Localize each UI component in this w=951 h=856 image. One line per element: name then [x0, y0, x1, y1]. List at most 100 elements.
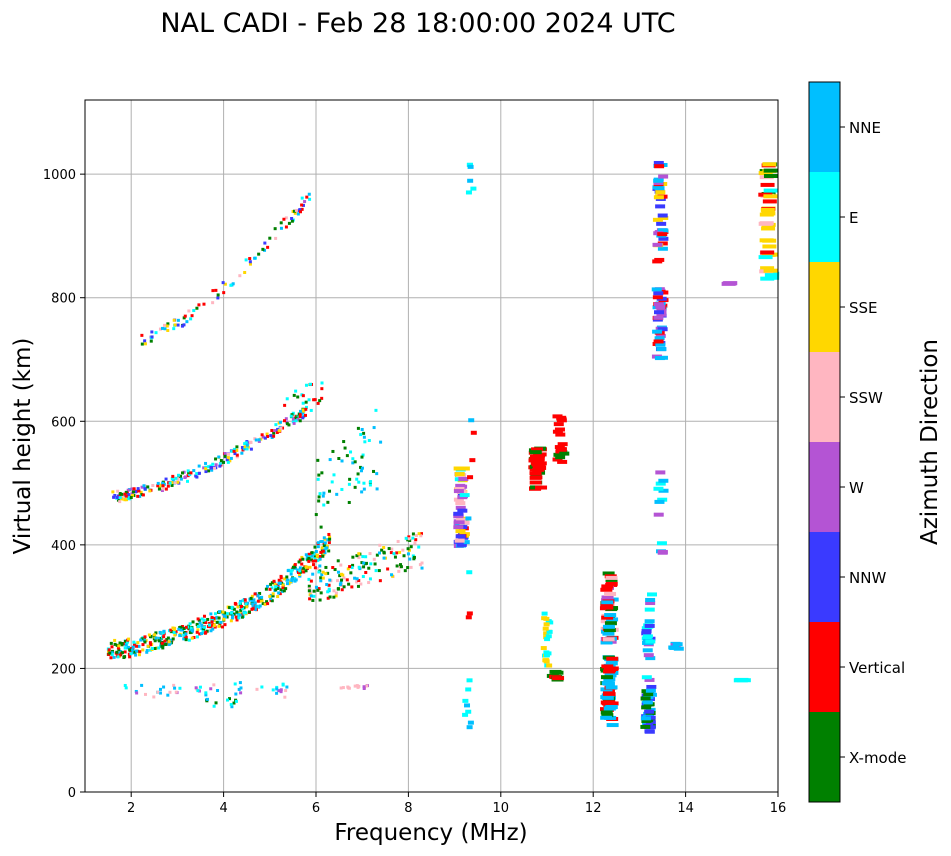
echo-mark [466, 725, 473, 730]
echo-mark [361, 453, 365, 457]
echo-mark [190, 629, 194, 633]
echo-mark [232, 701, 236, 705]
echo-mark [454, 520, 465, 525]
echo-mark [195, 472, 199, 476]
echo-mark [196, 689, 200, 693]
echo-mark [541, 611, 548, 616]
echo-mark [254, 438, 258, 442]
echo-mark [314, 513, 318, 517]
echo-mark [140, 485, 144, 489]
echo-mark [390, 547, 394, 551]
echo-mark [653, 512, 664, 517]
echo-mark [223, 451, 227, 455]
echo-mark [395, 551, 399, 555]
echo-mark [212, 704, 216, 708]
echo-mark [362, 565, 366, 569]
echo-mark [529, 450, 542, 455]
echo-mark [204, 691, 208, 695]
y-axis-label: Virtual height (km) [10, 338, 36, 555]
echo-mark [327, 532, 331, 536]
echo-mark [296, 395, 300, 399]
echo-mark [163, 639, 167, 643]
echo-mark [543, 622, 550, 627]
echo-mark [137, 644, 141, 648]
echo-mark [763, 188, 778, 193]
echo-mark [301, 203, 305, 207]
echo-mark [420, 566, 424, 570]
echo-mark [316, 588, 320, 592]
echo-mark [169, 628, 173, 632]
echo-mark [197, 624, 201, 628]
echo-mark [762, 244, 777, 249]
echo-mark [226, 698, 230, 702]
echo-mark [283, 403, 287, 407]
echo-mark [116, 494, 120, 498]
echo-mark [365, 561, 369, 565]
echo-mark [331, 566, 335, 570]
echo-mark [601, 695, 614, 700]
echo-mark [204, 470, 208, 474]
echo-mark [657, 327, 668, 332]
echo-mark [157, 639, 161, 643]
echo-mark [226, 456, 230, 460]
echo-mark [156, 481, 160, 485]
echo-mark [293, 211, 297, 215]
echo-mark [644, 729, 655, 734]
echo-mark [604, 591, 617, 596]
x-axis-ticks: 2 4 6 8 10 12 14 16 [127, 792, 786, 816]
echo-mark [419, 534, 423, 538]
echo-mark [293, 579, 297, 583]
echo-mark [115, 496, 119, 500]
echo-mark [212, 616, 216, 620]
echo-mark [318, 564, 322, 568]
echo-mark [261, 435, 265, 439]
echo-mark [644, 619, 655, 624]
echo-mark [265, 584, 269, 588]
echo-mark [296, 570, 300, 574]
echo-mark [287, 423, 291, 427]
echo-mark [279, 226, 283, 230]
echo-mark [232, 447, 236, 451]
echo-mark [117, 648, 121, 652]
echo-mark [406, 552, 410, 556]
echo-mark [413, 541, 417, 545]
echo-mark [347, 686, 351, 690]
echo-mark [149, 635, 153, 639]
echo-mark [602, 689, 615, 694]
echo-mark [130, 487, 134, 491]
echo-mark [127, 652, 131, 656]
echo-mark [149, 643, 153, 647]
echo-mark [603, 700, 616, 705]
echo-mark [290, 568, 294, 572]
echo-mark [198, 621, 202, 625]
echo-mark [302, 566, 306, 570]
echo-mark [283, 695, 287, 699]
echo-mark [231, 613, 235, 617]
echo-mark [467, 164, 474, 169]
echo-mark [118, 653, 122, 657]
echo-mark [211, 301, 215, 305]
echo-mark [235, 455, 239, 459]
colorbar-tick-label: NNW [849, 569, 886, 587]
echo-mark [529, 457, 542, 462]
echo-mark [240, 615, 244, 619]
echo-mark [183, 314, 187, 318]
echo-mark [312, 594, 316, 598]
echo-mark [202, 302, 206, 306]
echo-mark [317, 587, 321, 591]
echo-mark [270, 599, 274, 603]
x-tick-label: 8 [404, 801, 412, 816]
echo-mark [136, 641, 140, 645]
echo-mark [647, 592, 658, 597]
echo-mark [301, 394, 305, 398]
echo-mark [556, 447, 567, 452]
echo-mark [321, 570, 325, 574]
echo-mark [529, 475, 542, 480]
echo-mark [368, 577, 372, 581]
echo-mark [310, 551, 314, 555]
echo-mark [644, 677, 655, 682]
echo-mark [192, 309, 196, 313]
echo-mark [195, 630, 199, 634]
echo-mark [249, 440, 253, 444]
colorbar-frame [808, 81, 841, 803]
